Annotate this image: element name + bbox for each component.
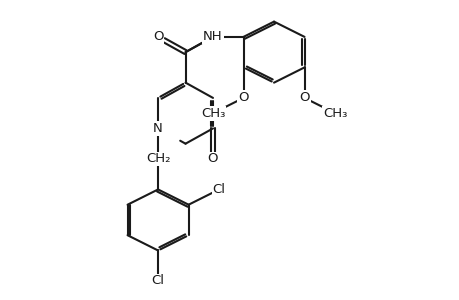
Text: O: O (299, 92, 309, 104)
Text: NH: NH (203, 30, 222, 44)
Text: CH₃: CH₃ (201, 107, 225, 120)
Text: O: O (207, 152, 218, 165)
Text: CH₂: CH₂ (146, 152, 170, 165)
Text: O: O (152, 30, 163, 44)
Text: Cl: Cl (212, 183, 225, 196)
Text: Cl: Cl (151, 274, 164, 287)
Text: CH₃: CH₃ (322, 107, 347, 120)
Text: N: N (153, 122, 162, 135)
Text: O: O (238, 92, 248, 104)
